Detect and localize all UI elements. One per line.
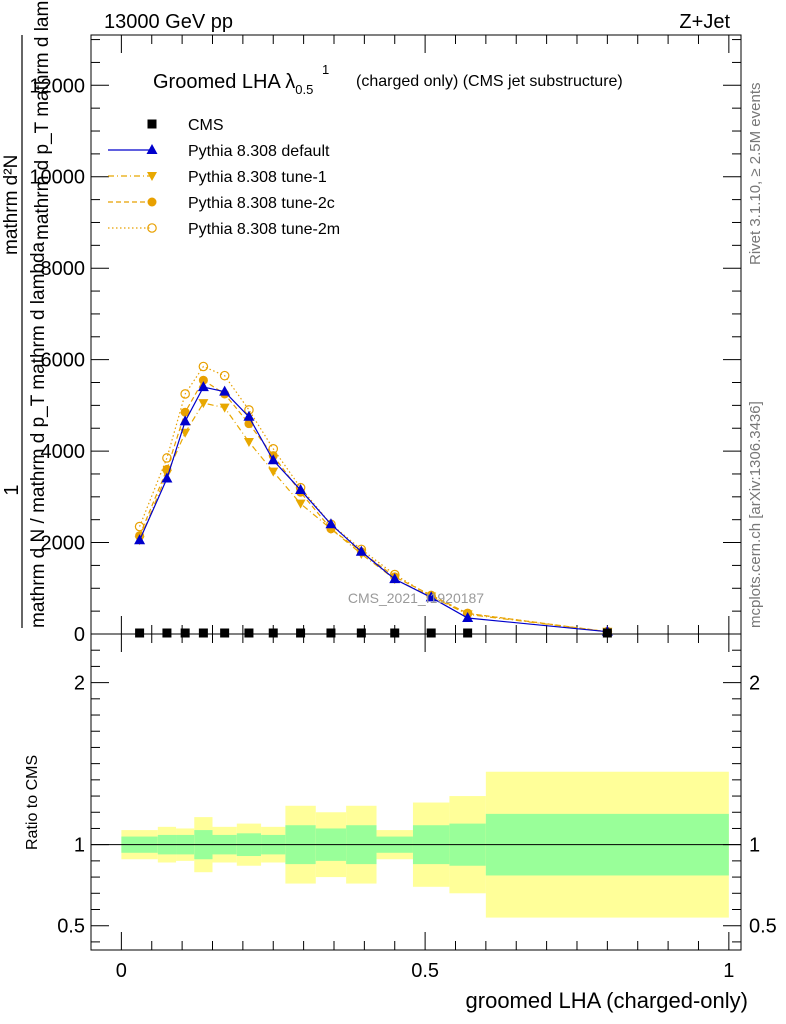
- default-data-point: [161, 472, 173, 483]
- tune2c-data-point: [180, 407, 190, 417]
- tune2m-data-point: [198, 361, 209, 372]
- cms-data-point: [390, 628, 400, 638]
- chart-title-sup: 1: [322, 62, 329, 77]
- energy-label: 13000 GeV pp: [104, 11, 233, 33]
- series-line: [139, 402, 608, 633]
- ylabel-one: 1: [1, 484, 23, 495]
- legend-label: Pythia 8.308 tune-1: [188, 169, 327, 186]
- cms-data-point: [162, 628, 172, 638]
- default-data-point: [197, 381, 209, 392]
- series-0: [135, 628, 612, 638]
- ratio-xtick-label: 0: [116, 960, 127, 982]
- default-data-point: [179, 415, 191, 426]
- watermark: CMS_2021_I1920187: [348, 590, 484, 606]
- ratio-xtick-label: 1: [723, 960, 734, 982]
- tune2c-data-point: [147, 197, 157, 207]
- series-1: [134, 381, 613, 636]
- ylabel-main: mathrm d N / mathrm d p_T mathrm d lambd…: [28, 241, 49, 628]
- ratio-ytick-label: 1: [74, 835, 85, 857]
- series-line: [139, 365, 608, 633]
- tune2c-data-point: [198, 375, 208, 385]
- main-ytick-label: 10000: [29, 167, 85, 189]
- cms-data-point: [356, 628, 366, 638]
- mcplots-label: mcplots.cern.ch [arXiv:1306.3436]: [747, 401, 764, 628]
- main-ytick-label: 0: [74, 624, 85, 646]
- cms-data-point: [198, 628, 208, 638]
- ratio-axes: 0.5 0.5 1 1 2 2 0 0.5 1: [57, 634, 777, 982]
- default-data-point: [389, 573, 401, 584]
- ratio-ytick-label-right: 2: [749, 673, 760, 695]
- legend-label: Pythia 8.308 default: [188, 143, 330, 160]
- ratio-ytick-label: 2: [74, 673, 85, 695]
- cms-data-point: [268, 628, 278, 638]
- cms-data-point: [426, 628, 436, 638]
- cms-data-point: [135, 628, 145, 638]
- legend: CMS Pythia 8.308 default Pythia 8.308 tune…: [108, 117, 340, 238]
- main-series-group: [134, 361, 613, 638]
- ratio-xlabel: groomed LHA (charged-only): [466, 988, 748, 1013]
- main-ytick-label: 8000: [41, 258, 86, 280]
- legend-label: Pythia 8.308 tune-2m: [188, 221, 340, 238]
- ratio-ytick-label-right: 1: [749, 835, 760, 857]
- legend-label: Pythia 8.308 tune-2c: [188, 195, 335, 212]
- tune2m-data-point: [180, 389, 190, 399]
- main-ytick-label: 12000: [29, 75, 85, 97]
- legend-label: CMS: [188, 117, 224, 134]
- tune1-data-point: [198, 399, 209, 409]
- main-ytick-label: 6000: [41, 350, 86, 372]
- default-data-point: [219, 385, 231, 396]
- tune2m-data-point: [147, 223, 157, 233]
- ratio-panel: 0.5 0.5 1 1 2 2 0 0.5 1 Ratio to CMS groomed LHA…: [24, 633, 777, 1013]
- default-data-point: [355, 545, 367, 556]
- default-data-point: [243, 410, 255, 421]
- tune1-data-point: [268, 467, 279, 477]
- ratio-xtick-label: 0.5: [411, 960, 439, 982]
- default-data-point: [462, 611, 474, 622]
- cms-data-point: [147, 119, 157, 129]
- tune1-data-point: [219, 403, 230, 413]
- cms-data-point: [602, 628, 612, 638]
- main-panel: 0 2000 4000 6000 8000 10000 12000 CMS_2021_I19…: [1, 0, 742, 646]
- ratio-ytick-label: 0.5: [57, 916, 85, 938]
- main-axes: 0 2000 4000 6000 8000 10000 12000: [29, 35, 741, 646]
- tune1-data-point: [243, 437, 254, 447]
- rivet-label: Rivet 3.1.10, ≥ 2.5M events: [747, 83, 764, 266]
- default-data-point: [295, 483, 307, 494]
- main-ytick-label: 2000: [41, 533, 86, 555]
- chart-title-suffix: (charged only) (CMS jet substructure): [356, 73, 623, 90]
- tune1-data-point: [295, 499, 306, 509]
- ratio-frame: [90, 633, 742, 951]
- main-ytick-label: 4000: [41, 441, 86, 463]
- default-data-point: [146, 144, 158, 154]
- default-data-point: [134, 534, 146, 545]
- cms-data-point: [326, 628, 336, 638]
- cms-data-point: [463, 628, 473, 638]
- tune2m-data-point: [219, 370, 230, 381]
- chart-title: Groomed LHA λ0.5: [153, 71, 313, 97]
- ylabel-denominator: mathrm d p_T mathrm d lambda: [32, 0, 53, 240]
- ratio-bands: [91, 771, 741, 918]
- cms-data-point: [296, 628, 306, 638]
- cms-data-point: [180, 628, 190, 638]
- series-line: [139, 379, 608, 633]
- ratio-ylabel: Ratio to CMS: [24, 755, 41, 850]
- cms-data-point: [244, 628, 254, 638]
- ratio-ytick-label-right: 0.5: [749, 916, 777, 938]
- cms-data-point: [220, 628, 230, 638]
- series-line: [139, 386, 608, 633]
- default-data-point: [325, 518, 337, 529]
- chart-title-sub: 0.5: [295, 82, 313, 97]
- default-data-point: [267, 454, 279, 465]
- tune1-data-point: [147, 172, 157, 181]
- ylabel-numerator: mathrm d²N: [1, 155, 22, 255]
- default-data-point: [425, 591, 437, 602]
- process-label: Z+Jet: [679, 11, 730, 33]
- chart-title-main: Groomed LHA λ: [153, 71, 295, 93]
